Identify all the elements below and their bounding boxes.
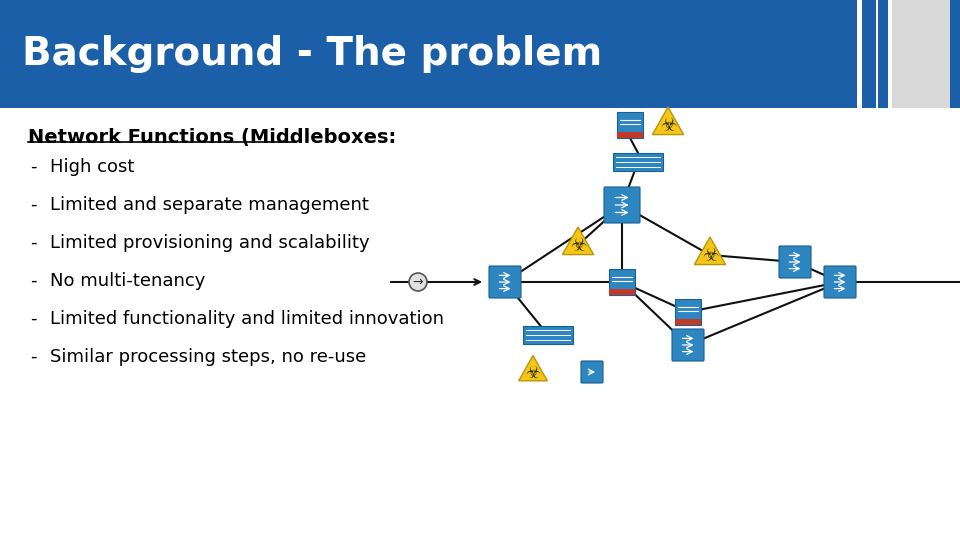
Text: ☣: ☣ (569, 237, 587, 255)
Text: High cost: High cost (50, 158, 134, 176)
Text: ☣: ☣ (525, 364, 540, 382)
Text: No multi-tenancy: No multi-tenancy (50, 272, 205, 290)
Bar (0, 0, 960, 108)
Text: →: → (413, 275, 423, 288)
Text: -: - (30, 158, 36, 176)
Text: Similar processing steps, no re-use: Similar processing steps, no re-use (50, 348, 367, 366)
Text: ☣: ☣ (702, 247, 718, 265)
Bar (857, 0, 862, 108)
Text: Background - The problem: Background - The problem (22, 35, 602, 73)
Bar (609, 269, 635, 295)
FancyBboxPatch shape (489, 266, 521, 298)
Bar (523, 326, 573, 344)
Bar (613, 153, 663, 171)
Bar (675, 299, 701, 325)
Text: Network Functions (Middleboxes:: Network Functions (Middleboxes: (28, 128, 396, 147)
FancyBboxPatch shape (824, 266, 856, 298)
Text: -: - (30, 196, 36, 214)
Polygon shape (694, 237, 726, 265)
Circle shape (409, 273, 427, 291)
Bar (675, 319, 701, 325)
Polygon shape (653, 107, 684, 134)
Text: Limited functionality and limited innovation: Limited functionality and limited innova… (50, 310, 444, 328)
Text: -: - (30, 272, 36, 290)
Text: -: - (30, 310, 36, 328)
Bar (617, 132, 643, 138)
Bar (888, 0, 892, 108)
Bar (609, 288, 635, 295)
FancyBboxPatch shape (779, 246, 811, 278)
Text: ☣: ☣ (660, 117, 676, 135)
Text: -: - (30, 234, 36, 252)
Text: Limited provisioning and scalability: Limited provisioning and scalability (50, 234, 370, 252)
Bar (878, 0, 888, 108)
FancyBboxPatch shape (604, 187, 640, 223)
Polygon shape (563, 227, 593, 254)
Bar (876, 0, 878, 108)
FancyBboxPatch shape (581, 361, 603, 383)
Text: Limited and separate management: Limited and separate management (50, 196, 369, 214)
Polygon shape (518, 355, 547, 381)
Bar (617, 112, 643, 138)
Text: -: - (30, 348, 36, 366)
Bar (892, 0, 950, 108)
Bar (862, 0, 876, 108)
FancyBboxPatch shape (672, 329, 704, 361)
Bar (835, 0, 857, 108)
